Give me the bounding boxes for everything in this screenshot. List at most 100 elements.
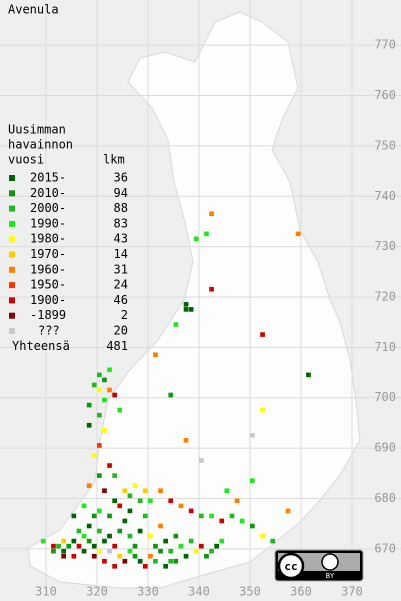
observation-cell xyxy=(61,553,66,559)
observation-cell xyxy=(193,548,199,554)
observation-cell xyxy=(127,508,133,514)
observation-cell xyxy=(270,538,276,544)
observation-cell xyxy=(122,518,128,524)
observation-cell xyxy=(137,498,143,504)
observation-cell xyxy=(214,543,219,549)
observation-cell xyxy=(158,548,163,554)
y-tick-label: 730 xyxy=(374,239,396,253)
observation-cell xyxy=(97,548,102,554)
observation-cell xyxy=(142,513,148,519)
observation-cell xyxy=(234,498,240,504)
observation-cell xyxy=(97,508,102,514)
observation-cell xyxy=(188,508,194,514)
legend-label: -1899 xyxy=(30,308,66,322)
legend-swatch xyxy=(9,236,15,243)
y-tick-label: 740 xyxy=(374,189,396,203)
legend-label: 2015- xyxy=(30,171,66,185)
legend-swatch xyxy=(9,190,15,197)
observation-cell xyxy=(250,523,255,529)
legend-count: 36 xyxy=(114,171,128,185)
observation-cell xyxy=(132,553,138,559)
observation-cell xyxy=(91,382,97,388)
observation-cell xyxy=(229,513,235,519)
observation-cell xyxy=(260,533,265,539)
total-count: 481 xyxy=(106,339,128,353)
legend-heading: vuosi xyxy=(8,153,44,167)
observation-cell xyxy=(168,558,174,564)
cells xyxy=(40,211,311,569)
observation-cell xyxy=(142,563,148,569)
observation-cell xyxy=(61,538,66,544)
observation-cell xyxy=(107,513,112,519)
observation-cell xyxy=(91,543,97,549)
observation-cell xyxy=(40,538,46,544)
observation-cell xyxy=(97,387,102,393)
observation-cell xyxy=(127,533,133,539)
observation-cell xyxy=(142,488,148,494)
observation-cell xyxy=(97,372,102,378)
observation-cell xyxy=(102,377,107,383)
observation-cell xyxy=(295,231,301,237)
observation-cell xyxy=(209,211,214,217)
total-label: Yhteensä xyxy=(12,339,70,353)
observation-cell xyxy=(102,397,107,403)
observation-cell xyxy=(183,302,189,307)
x-tick-label: 370 xyxy=(341,585,363,599)
observation-cell xyxy=(285,508,291,514)
legend-count: 83 xyxy=(114,216,128,230)
x-tick-label: 310 xyxy=(35,585,57,599)
legend-swatch xyxy=(9,328,15,334)
observation-cell xyxy=(66,543,72,549)
observation-cell xyxy=(148,498,153,504)
legend-swatch xyxy=(9,266,15,273)
legend-count: 43 xyxy=(114,232,128,246)
observation-cell xyxy=(137,558,143,564)
observation-cell xyxy=(193,236,199,242)
observation-cell xyxy=(112,498,117,504)
observation-cell xyxy=(112,473,117,478)
observation-cell xyxy=(117,503,123,509)
observation-cell xyxy=(107,367,112,373)
observation-cell xyxy=(127,493,133,499)
legend-count: 46 xyxy=(114,293,128,307)
observation-cell xyxy=(250,478,255,483)
legend-swatch xyxy=(9,312,15,319)
observation-cell xyxy=(260,407,265,413)
observation-cell xyxy=(168,392,174,398)
observation-cell xyxy=(183,553,189,559)
observation-cell xyxy=(122,488,128,494)
by-text: BY xyxy=(326,572,335,580)
observation-cell xyxy=(158,523,163,529)
observation-cell xyxy=(81,533,87,539)
observation-cell xyxy=(86,422,92,428)
legend-swatch xyxy=(9,220,15,227)
y-tick-label: 760 xyxy=(374,88,396,102)
legend-swatch xyxy=(9,205,15,212)
observation-cell xyxy=(122,558,128,564)
legend-label: 1970- xyxy=(30,247,66,261)
x-tick-label: 340 xyxy=(188,585,210,599)
observation-cell xyxy=(51,543,56,549)
observation-cell xyxy=(188,538,194,544)
observation-cell xyxy=(76,543,82,549)
observation-cell xyxy=(148,533,153,539)
observation-cell xyxy=(168,498,174,504)
observation-cell xyxy=(107,387,112,393)
observation-cell xyxy=(132,483,138,489)
observation-cell xyxy=(153,352,158,358)
observation-cell xyxy=(219,538,225,544)
y-tick-label: 700 xyxy=(374,390,396,404)
observation-cell xyxy=(112,392,117,398)
legend-label: 1960- xyxy=(30,262,66,276)
y-tick-label: 720 xyxy=(374,290,396,304)
observation-cell xyxy=(61,548,66,554)
observation-cell xyxy=(209,513,214,519)
observation-cell xyxy=(199,513,204,519)
observation-cell xyxy=(117,407,123,413)
observation-cell xyxy=(117,528,123,534)
observation-cell xyxy=(102,558,107,564)
observation-cell xyxy=(81,503,87,509)
observation-cell xyxy=(158,488,163,494)
